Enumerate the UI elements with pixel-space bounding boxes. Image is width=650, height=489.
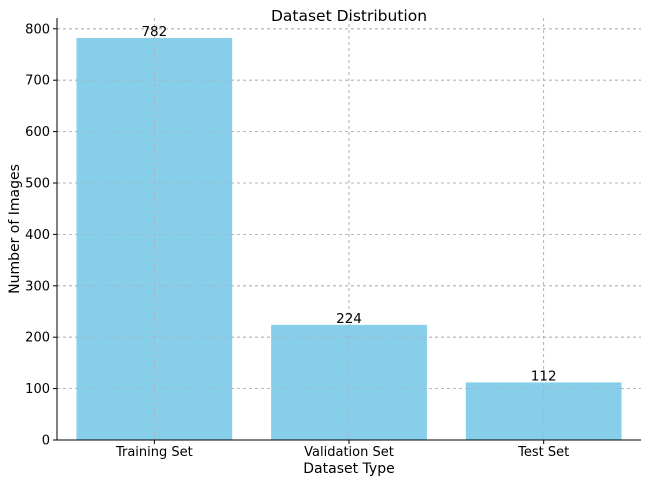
y-tick-label: 200 [25,331,50,346]
y-tick-label: 100 [25,382,50,397]
y-tick-label: 500 [25,176,50,191]
y-tick-label: 300 [25,279,50,294]
x-tick-label: Test Set [517,445,569,460]
bars [57,18,641,441]
x-tick-label: Training Set [115,445,193,460]
y-tick-label: 700 [25,74,50,89]
bar-value-label: 782 [141,24,167,40]
x-ticks: Training Set Validation Set Test Set [115,440,569,460]
y-tick-label: 600 [25,125,50,140]
x-tick-label: Validation Set [304,445,394,460]
y-tick-label: 800 [25,22,50,37]
bar-value-label: 112 [531,368,557,384]
y-axis-label: Number of Images [7,164,23,294]
y-tick-label: 400 [25,228,50,243]
bar-value-label: 224 [336,311,362,327]
y-ticks: 0 100 200 300 400 500 600 700 800 [25,22,57,449]
data-labels: 782 224 112 [141,24,556,384]
x-axis-label: Dataset Type [303,461,394,477]
chart-title: Dataset Distribution [271,7,427,25]
y-tick-label: 0 [42,434,50,449]
